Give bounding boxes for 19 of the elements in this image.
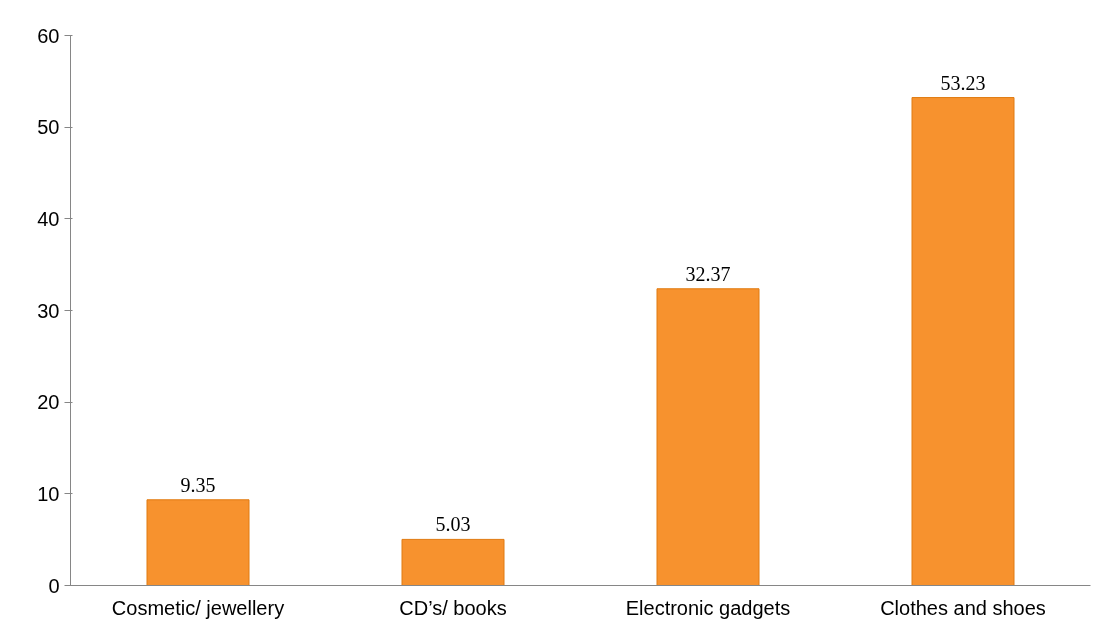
y-tick-label: 50 (37, 116, 60, 139)
y-tick-label: 30 (37, 299, 60, 322)
x-tick-label: CD’s/ books (399, 596, 507, 619)
bar (911, 97, 1015, 586)
y-tick-label: 10 (37, 482, 60, 505)
data-label: 53.23 (940, 71, 986, 94)
data-label: 9.35 (180, 473, 216, 496)
bar (146, 499, 250, 586)
x-tick-label: Clothes and shoes (880, 596, 1046, 619)
y-tick-label: 60 (37, 24, 60, 47)
y-tick-label: 40 (37, 207, 60, 230)
x-tick-label: Cosmetic/ jewellery (111, 596, 285, 619)
data-label: 32.37 (685, 262, 731, 285)
data-label: 5.03 (435, 513, 471, 536)
bar (401, 538, 505, 586)
y-tick-label: 20 (37, 391, 60, 414)
y-tick-label: 0 (48, 574, 60, 597)
bar (656, 288, 760, 586)
x-tick-label: Electronic gadgets (625, 596, 791, 619)
